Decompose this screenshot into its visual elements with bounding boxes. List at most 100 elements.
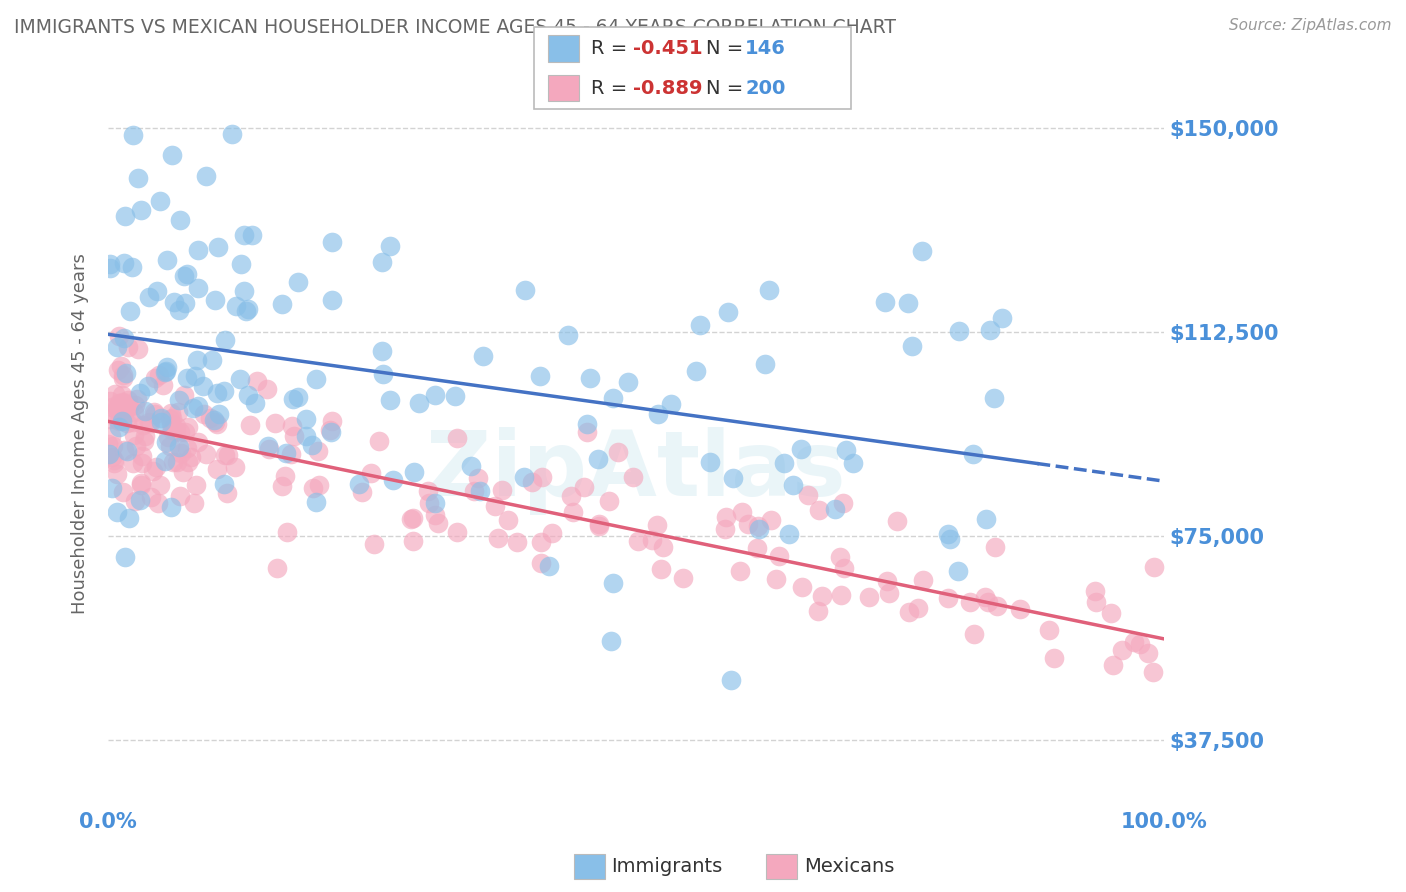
Point [122, 415, 145, 429]
Point [145, 460, 167, 475]
Point [912, 573, 935, 587]
Point [832, 496, 855, 510]
Point [416, 484, 439, 499]
Point [204, 293, 226, 308]
Text: Mexicans: Mexicans [804, 856, 894, 876]
Point [283, 428, 305, 442]
Text: IMMIGRANTS VS MEXICAN HOUSEHOLDER INCOME AGES 45 - 64 YEARS CORRELATION CHART: IMMIGRANTS VS MEXICAN HOUSEHOLDER INCOME… [14, 18, 896, 37]
Point [246, 374, 269, 388]
Point [877, 585, 900, 599]
Point [122, 404, 145, 418]
Point [101, 450, 124, 464]
Point [367, 434, 389, 449]
Point [962, 448, 984, 462]
Point [112, 409, 135, 423]
Point [167, 302, 190, 317]
Point [789, 442, 811, 457]
Point [103, 456, 125, 470]
Point [155, 364, 177, 378]
Point [598, 493, 620, 508]
Point [900, 339, 922, 353]
Point [588, 517, 610, 532]
Point [991, 310, 1014, 325]
Point [307, 444, 329, 458]
Point [1099, 606, 1122, 620]
Point [111, 388, 134, 402]
Point [146, 285, 169, 299]
Point [221, 127, 243, 141]
Point [401, 511, 423, 525]
Point [132, 418, 155, 433]
Point [124, 399, 146, 413]
Point [122, 128, 145, 143]
Point [150, 410, 173, 425]
Point [155, 435, 177, 450]
Point [131, 449, 153, 463]
Point [176, 419, 198, 434]
Point [204, 415, 226, 429]
Point [160, 423, 183, 437]
Text: N =: N = [706, 39, 749, 58]
Text: N =: N = [706, 78, 749, 97]
Point [423, 388, 446, 402]
Point [506, 534, 529, 549]
Point [486, 531, 509, 545]
Point [747, 519, 769, 533]
Point [104, 387, 127, 401]
Point [832, 561, 855, 575]
Point [699, 455, 721, 469]
Point [129, 493, 152, 508]
Point [129, 386, 152, 401]
Point [647, 407, 669, 421]
Point [239, 417, 262, 432]
Point [169, 489, 191, 503]
Point [149, 194, 172, 208]
Point [728, 564, 751, 578]
Point [541, 525, 564, 540]
Point [105, 467, 128, 482]
Text: R =: R = [591, 78, 633, 97]
Point [162, 421, 184, 435]
Point [159, 411, 181, 425]
Point [627, 533, 650, 548]
Point [807, 503, 830, 517]
Point [1111, 643, 1133, 657]
Point [946, 564, 969, 578]
Point [1143, 559, 1166, 574]
Point [294, 429, 316, 443]
Point [101, 481, 124, 495]
Point [118, 511, 141, 525]
Point [467, 471, 489, 485]
Point [530, 534, 553, 549]
Point [782, 478, 804, 492]
Point [977, 595, 1000, 609]
Point [105, 412, 128, 426]
Point [471, 349, 494, 363]
Point [574, 480, 596, 494]
Point [108, 329, 131, 343]
Point [229, 372, 252, 386]
Point [979, 323, 1001, 337]
Point [602, 391, 624, 405]
Point [108, 413, 131, 427]
Point [287, 275, 309, 289]
Point [256, 382, 278, 396]
Point [172, 465, 194, 479]
Point [1043, 650, 1066, 665]
Point [138, 290, 160, 304]
Point [243, 396, 266, 410]
Point [114, 366, 136, 380]
Point [936, 527, 959, 541]
Point [233, 284, 256, 298]
Point [717, 305, 740, 319]
Point [129, 478, 152, 492]
Point [575, 417, 598, 431]
Point [606, 445, 628, 459]
Point [187, 281, 209, 295]
Point [111, 368, 134, 382]
Point [165, 419, 187, 434]
Point [651, 541, 673, 555]
Point [207, 240, 229, 254]
Point [166, 405, 188, 419]
Point [271, 479, 294, 493]
